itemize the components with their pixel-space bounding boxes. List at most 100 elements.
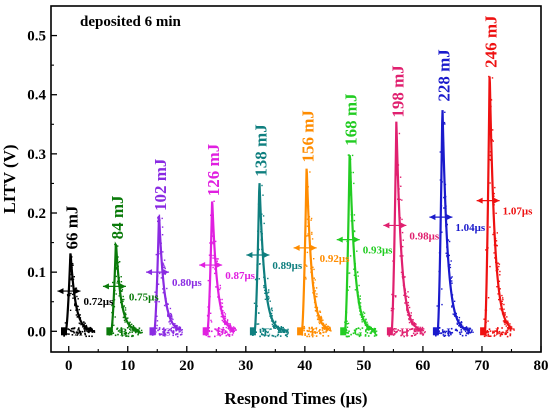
pulse-point <box>124 307 127 309</box>
baseline-point <box>214 335 216 338</box>
pulse-point <box>492 129 494 131</box>
pulse-point <box>234 327 236 330</box>
pulse-point <box>78 315 80 317</box>
baseline-point <box>134 327 137 330</box>
baseline-point <box>303 327 306 329</box>
baseline-point <box>465 328 467 331</box>
baseline-point <box>133 328 135 331</box>
pulse-point <box>209 266 211 268</box>
pulse-point <box>115 293 117 295</box>
pulse-point <box>367 329 369 331</box>
pulse-curve <box>483 76 513 332</box>
energy-label: 168 mJ <box>342 93 361 146</box>
pulse-point <box>181 331 183 333</box>
pulse-point <box>262 263 264 266</box>
pulse-point <box>256 305 258 307</box>
baseline-point <box>84 333 87 336</box>
pulse-point <box>318 321 320 323</box>
pulse-point <box>219 303 222 306</box>
pulse-point <box>220 315 222 318</box>
baseline-point <box>353 329 356 332</box>
pulse-point <box>314 290 317 292</box>
pulse-point <box>458 321 460 323</box>
pulse-point <box>367 328 369 330</box>
pulse-point <box>437 326 439 328</box>
baseline-point <box>164 335 166 337</box>
pulse-point <box>451 294 454 296</box>
pulse-point <box>359 314 362 316</box>
pulse-point <box>446 246 448 248</box>
pulse-point <box>509 325 512 328</box>
pulse-point <box>419 331 421 333</box>
baseline-point <box>231 327 233 330</box>
y-axis-title: LITV (V) <box>0 144 19 213</box>
baseline-point <box>176 333 179 335</box>
pulse-letter-label: C <box>163 326 171 338</box>
baseline-point <box>131 331 133 333</box>
y-tick-label: 0.0 <box>27 324 46 340</box>
baseline-point <box>126 327 129 329</box>
pulse-point <box>139 331 141 334</box>
baseline-point <box>489 335 492 337</box>
pulse-point <box>167 303 169 305</box>
baseline-point <box>172 330 175 332</box>
baseline-point <box>71 334 74 336</box>
pulse-point <box>493 232 495 234</box>
pulse-point <box>174 327 176 329</box>
pulse-point <box>364 324 367 327</box>
pulse-point <box>488 112 490 114</box>
pulse-point <box>117 261 120 264</box>
pulse-point <box>489 151 492 153</box>
baseline-point <box>488 335 491 337</box>
baseline-point <box>498 330 501 333</box>
pulse-point <box>212 235 214 237</box>
pulse-point <box>225 326 227 329</box>
baseline-point <box>319 332 322 334</box>
pulse-point <box>392 281 394 283</box>
baseline-point <box>86 330 88 332</box>
pulse-point <box>499 270 501 273</box>
pulse-point <box>330 330 332 332</box>
pulse-point <box>79 317 82 319</box>
pulse-point <box>163 264 165 267</box>
pulse-point <box>117 265 119 268</box>
pulse-point <box>361 315 363 317</box>
pulse-point <box>88 328 90 330</box>
pulse-point <box>230 325 232 327</box>
pulse-point <box>72 297 74 299</box>
series-layer <box>61 75 515 338</box>
baseline-point <box>396 330 398 333</box>
pulse-point <box>121 302 123 305</box>
pulse-point <box>424 331 426 333</box>
pulse-point <box>271 307 273 309</box>
baseline-point <box>393 328 395 330</box>
fwhm-arrow-right <box>400 222 407 229</box>
pulse-point <box>441 127 444 129</box>
y-tick-label: 0.5 <box>27 29 46 45</box>
baseline-point <box>421 332 423 335</box>
fwhm-arrow-left <box>146 269 153 276</box>
pulse-point <box>390 307 393 310</box>
pulse-point <box>494 257 496 259</box>
pulse-point <box>499 288 501 290</box>
baseline-point <box>311 335 314 338</box>
pulse-point <box>75 309 77 311</box>
pulse-point <box>373 328 375 330</box>
pulse-point <box>274 325 276 327</box>
pulse-point <box>261 213 263 215</box>
pulse-point <box>505 325 507 327</box>
baseline-point <box>483 335 486 338</box>
pulse-point <box>402 239 404 241</box>
baseline-point <box>277 333 280 336</box>
pulse-point <box>169 307 172 310</box>
pulse-point <box>178 331 180 333</box>
pulse-point <box>472 331 474 333</box>
pulse-point <box>347 272 349 274</box>
baseline-point <box>267 335 270 337</box>
pulse-point <box>70 292 72 295</box>
pulse-point <box>401 260 403 262</box>
fwhm-arrow-left <box>102 283 109 290</box>
baseline-point <box>265 330 267 333</box>
pulse-point <box>314 306 316 308</box>
baseline-point <box>218 333 221 335</box>
